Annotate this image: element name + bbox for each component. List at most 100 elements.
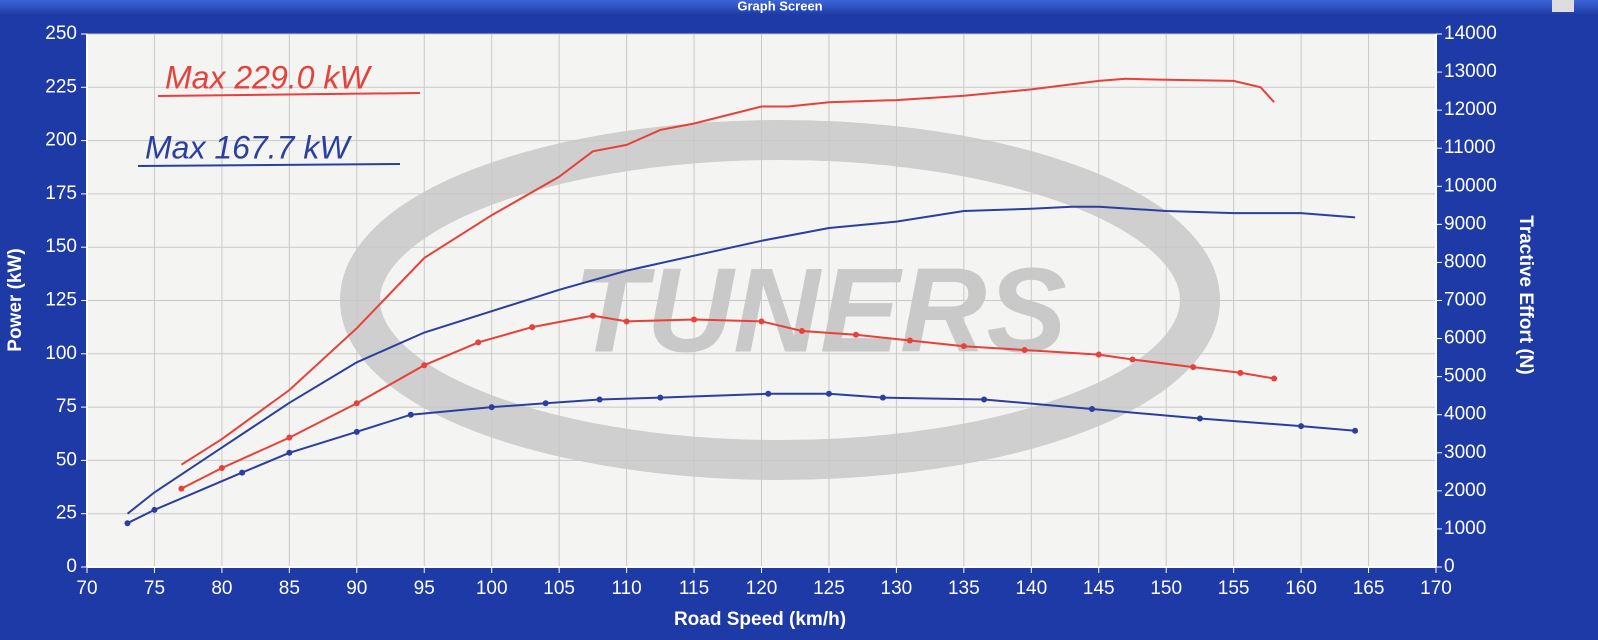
y-tick-label: 0: [66, 556, 77, 577]
y2-tick-label: 4000: [1444, 404, 1486, 425]
point: [758, 318, 765, 325]
point: [353, 400, 360, 407]
y2-tick-label: 13000: [1444, 61, 1497, 82]
annotation-underline: [137, 163, 401, 167]
y2-tick-label: 9000: [1444, 213, 1486, 234]
point: [691, 316, 698, 323]
point: [1095, 351, 1102, 358]
y2-tick-label: 12000: [1444, 99, 1497, 120]
point: [1190, 364, 1197, 371]
point: [407, 411, 414, 418]
x-tick-label: 135: [948, 578, 980, 599]
series-line: [126, 205, 1356, 515]
y2-tick-label: 10000: [1444, 175, 1497, 196]
point: [852, 331, 859, 338]
x-tick-label: 115: [679, 578, 709, 599]
close-button[interactable]: [1552, 0, 1574, 12]
point: [542, 400, 549, 407]
y2-tick-label: 1000: [1444, 518, 1486, 539]
y-axis-title: Power (kW): [5, 248, 26, 351]
y-tick-label: 175: [45, 183, 77, 204]
point: [825, 390, 832, 397]
point: [1089, 406, 1096, 413]
annotation: Max 167.7 kW: [145, 129, 352, 165]
y-tick-label: 75: [56, 396, 77, 417]
x-tick-label: 150: [1150, 578, 1182, 599]
point: [178, 485, 185, 492]
point: [906, 337, 913, 344]
point: [960, 343, 967, 350]
point: [124, 520, 131, 527]
y2-tick-label: 2000: [1444, 480, 1486, 501]
series-line: [127, 392, 1356, 525]
point: [623, 318, 630, 325]
y-tick-label: 225: [45, 76, 77, 97]
y2-tick-label: 5000: [1444, 366, 1486, 387]
y-tick-label: 25: [56, 503, 77, 524]
title-bar: [0, 0, 1598, 14]
point: [765, 390, 772, 397]
x-tick-label: 75: [144, 578, 165, 599]
point: [151, 506, 158, 513]
point: [657, 394, 664, 401]
y2-tick-label: 0: [1444, 556, 1455, 577]
point: [421, 362, 428, 369]
point: [529, 324, 536, 331]
series-line: [180, 77, 1275, 466]
y2-tick-label: 3000: [1444, 442, 1486, 463]
point: [218, 465, 225, 472]
point: [879, 394, 886, 401]
x-tick-label: 170: [1420, 578, 1452, 599]
y-tick-label: 50: [56, 449, 77, 470]
y-tick-label: 125: [45, 290, 77, 311]
y2-tick-label: 14000: [1444, 23, 1497, 44]
point: [239, 469, 246, 476]
y2-tick-label: 7000: [1444, 290, 1486, 311]
point: [1352, 427, 1359, 434]
y-tick-label: 250: [45, 23, 77, 44]
x-tick-label: 120: [746, 578, 778, 599]
point: [286, 449, 293, 456]
y-tick-label: 150: [45, 236, 77, 257]
point: [286, 434, 293, 441]
x-tick-label: 130: [881, 578, 913, 599]
x-tick-label: 145: [1083, 578, 1115, 599]
point: [488, 404, 495, 411]
x-tick-label: 100: [476, 578, 508, 599]
x-tick-label: 140: [1015, 578, 1047, 599]
x-tick-label: 95: [414, 578, 435, 599]
point: [1196, 415, 1203, 422]
window-title: Graph Screen: [737, 0, 822, 13]
x-tick-label: 125: [813, 578, 845, 599]
point: [353, 428, 360, 435]
y2-tick-label: 8000: [1444, 251, 1486, 272]
point: [1237, 369, 1244, 376]
y2-axis-title: Tractive Effort (N): [1515, 215, 1536, 374]
point: [475, 339, 482, 346]
x-tick-label: 165: [1353, 578, 1385, 599]
x-tick-label: 155: [1218, 578, 1250, 599]
x-tick-label: 90: [346, 578, 367, 599]
point: [1129, 356, 1136, 363]
x-tick-label: 105: [543, 578, 575, 599]
annotation: Max 229.0 kW: [165, 59, 372, 95]
x-tick-label: 110: [611, 578, 641, 599]
y-tick-label: 200: [45, 130, 77, 151]
point: [1271, 375, 1278, 382]
annotation-underline: [157, 92, 421, 97]
y2-tick-label: 11000: [1444, 137, 1495, 158]
point: [1298, 423, 1305, 430]
y2-tick-label: 6000: [1444, 328, 1486, 349]
point: [798, 327, 805, 334]
point: [589, 312, 596, 319]
y-tick-label: 100: [45, 343, 77, 364]
point: [981, 396, 988, 403]
x-tick-label: 85: [279, 578, 300, 599]
x-tick-label: 70: [76, 578, 97, 599]
x-tick-label: 160: [1285, 578, 1317, 599]
x-axis-title: Road Speed (km/h): [674, 609, 846, 630]
point: [1021, 346, 1028, 353]
point: [596, 396, 603, 403]
x-tick-label: 80: [211, 578, 232, 599]
